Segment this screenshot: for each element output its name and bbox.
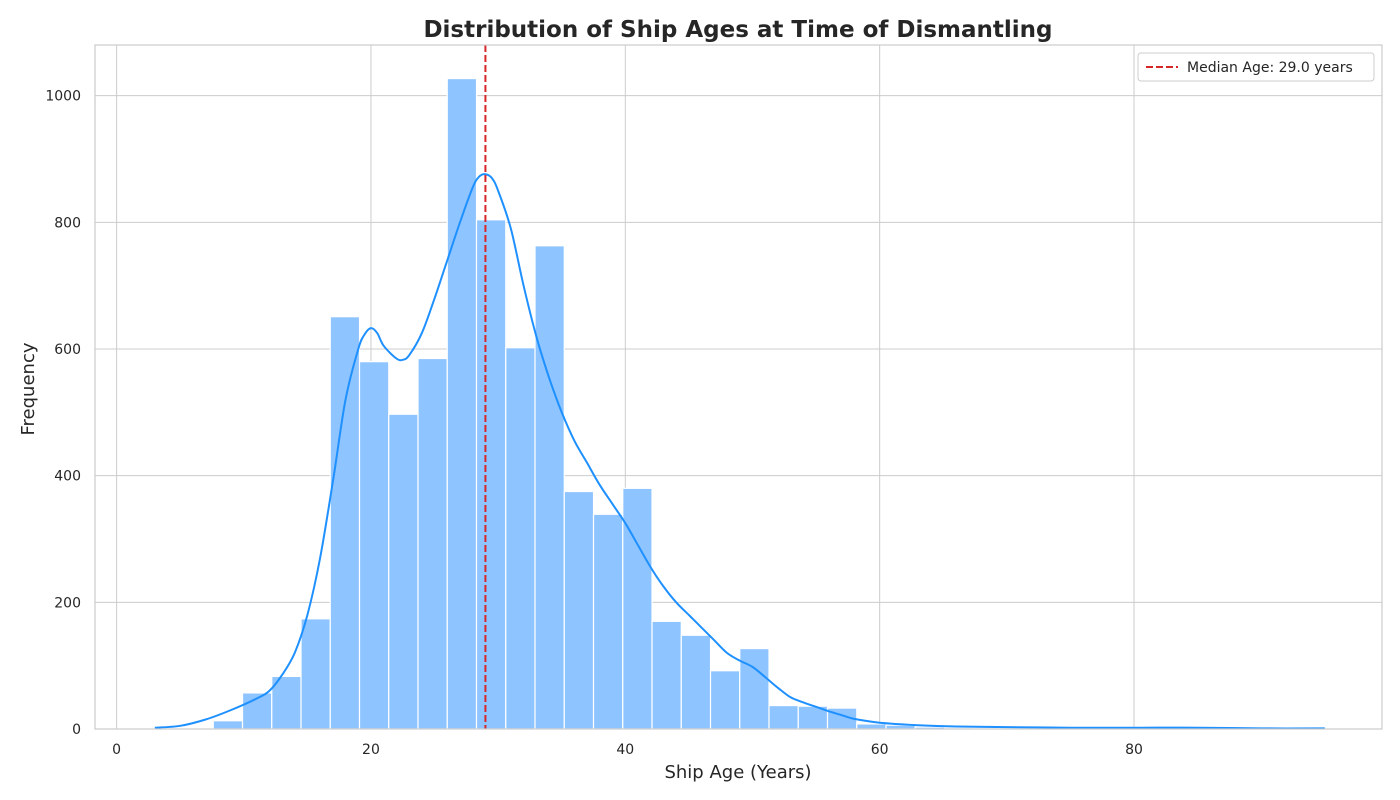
legend: Median Age: 29.0 years — [1137, 52, 1375, 82]
y-tick-label: 200 — [54, 595, 81, 611]
histogram-bar — [388, 413, 419, 730]
histogram-bar — [856, 723, 887, 730]
histogram-bar — [709, 670, 741, 730]
y-tick-label: 1000 — [45, 89, 81, 105]
x-tick-labels: 0 20 40 60 80 — [112, 742, 1143, 758]
histogram-bar — [446, 77, 478, 730]
x-axis-label: Ship Age (Years) — [664, 762, 811, 783]
histogram-bar — [329, 316, 361, 730]
x-tick-label: 80 — [1125, 742, 1143, 758]
histogram-bar — [563, 490, 595, 730]
histogram-bar — [417, 357, 448, 730]
histogram-bar — [534, 245, 565, 730]
x-tick-label: 0 — [112, 742, 121, 758]
histogram-bar — [505, 347, 536, 730]
y-tick-label: 600 — [54, 342, 81, 358]
histogram-bar — [300, 618, 331, 730]
legend-box — [1137, 52, 1375, 82]
histogram-bar — [358, 361, 390, 730]
x-tick-label: 60 — [871, 742, 889, 758]
histogram-bar — [680, 634, 712, 730]
x-tick-label: 20 — [362, 742, 380, 758]
plot-frame — [94, 44, 1383, 730]
y-axis-label: Frequency — [18, 342, 39, 435]
y-tick-labels: 0 200 400 600 800 1000 — [45, 89, 81, 738]
y-tick-label: 800 — [54, 215, 81, 231]
y-tick-label: 0 — [72, 722, 81, 738]
x-tick-label: 40 — [616, 742, 634, 758]
bars-layer — [212, 77, 1326, 730]
histogram-bar — [212, 720, 244, 730]
histogram-bar — [651, 620, 682, 730]
histogram-bar — [739, 647, 770, 730]
histogram-bar — [475, 219, 507, 730]
kde-line — [154, 173, 1325, 730]
grid-layer — [95, 45, 1382, 730]
plot-area — [94, 44, 1383, 730]
y-tick-label: 400 — [54, 469, 81, 485]
legend-median-label: Median Age: 29.0 years — [1187, 60, 1353, 76]
histogram-bar — [768, 704, 799, 730]
chart-title: Distribution of Ship Ages at Time of Dis… — [423, 17, 1052, 43]
histogram-bar — [592, 513, 624, 730]
